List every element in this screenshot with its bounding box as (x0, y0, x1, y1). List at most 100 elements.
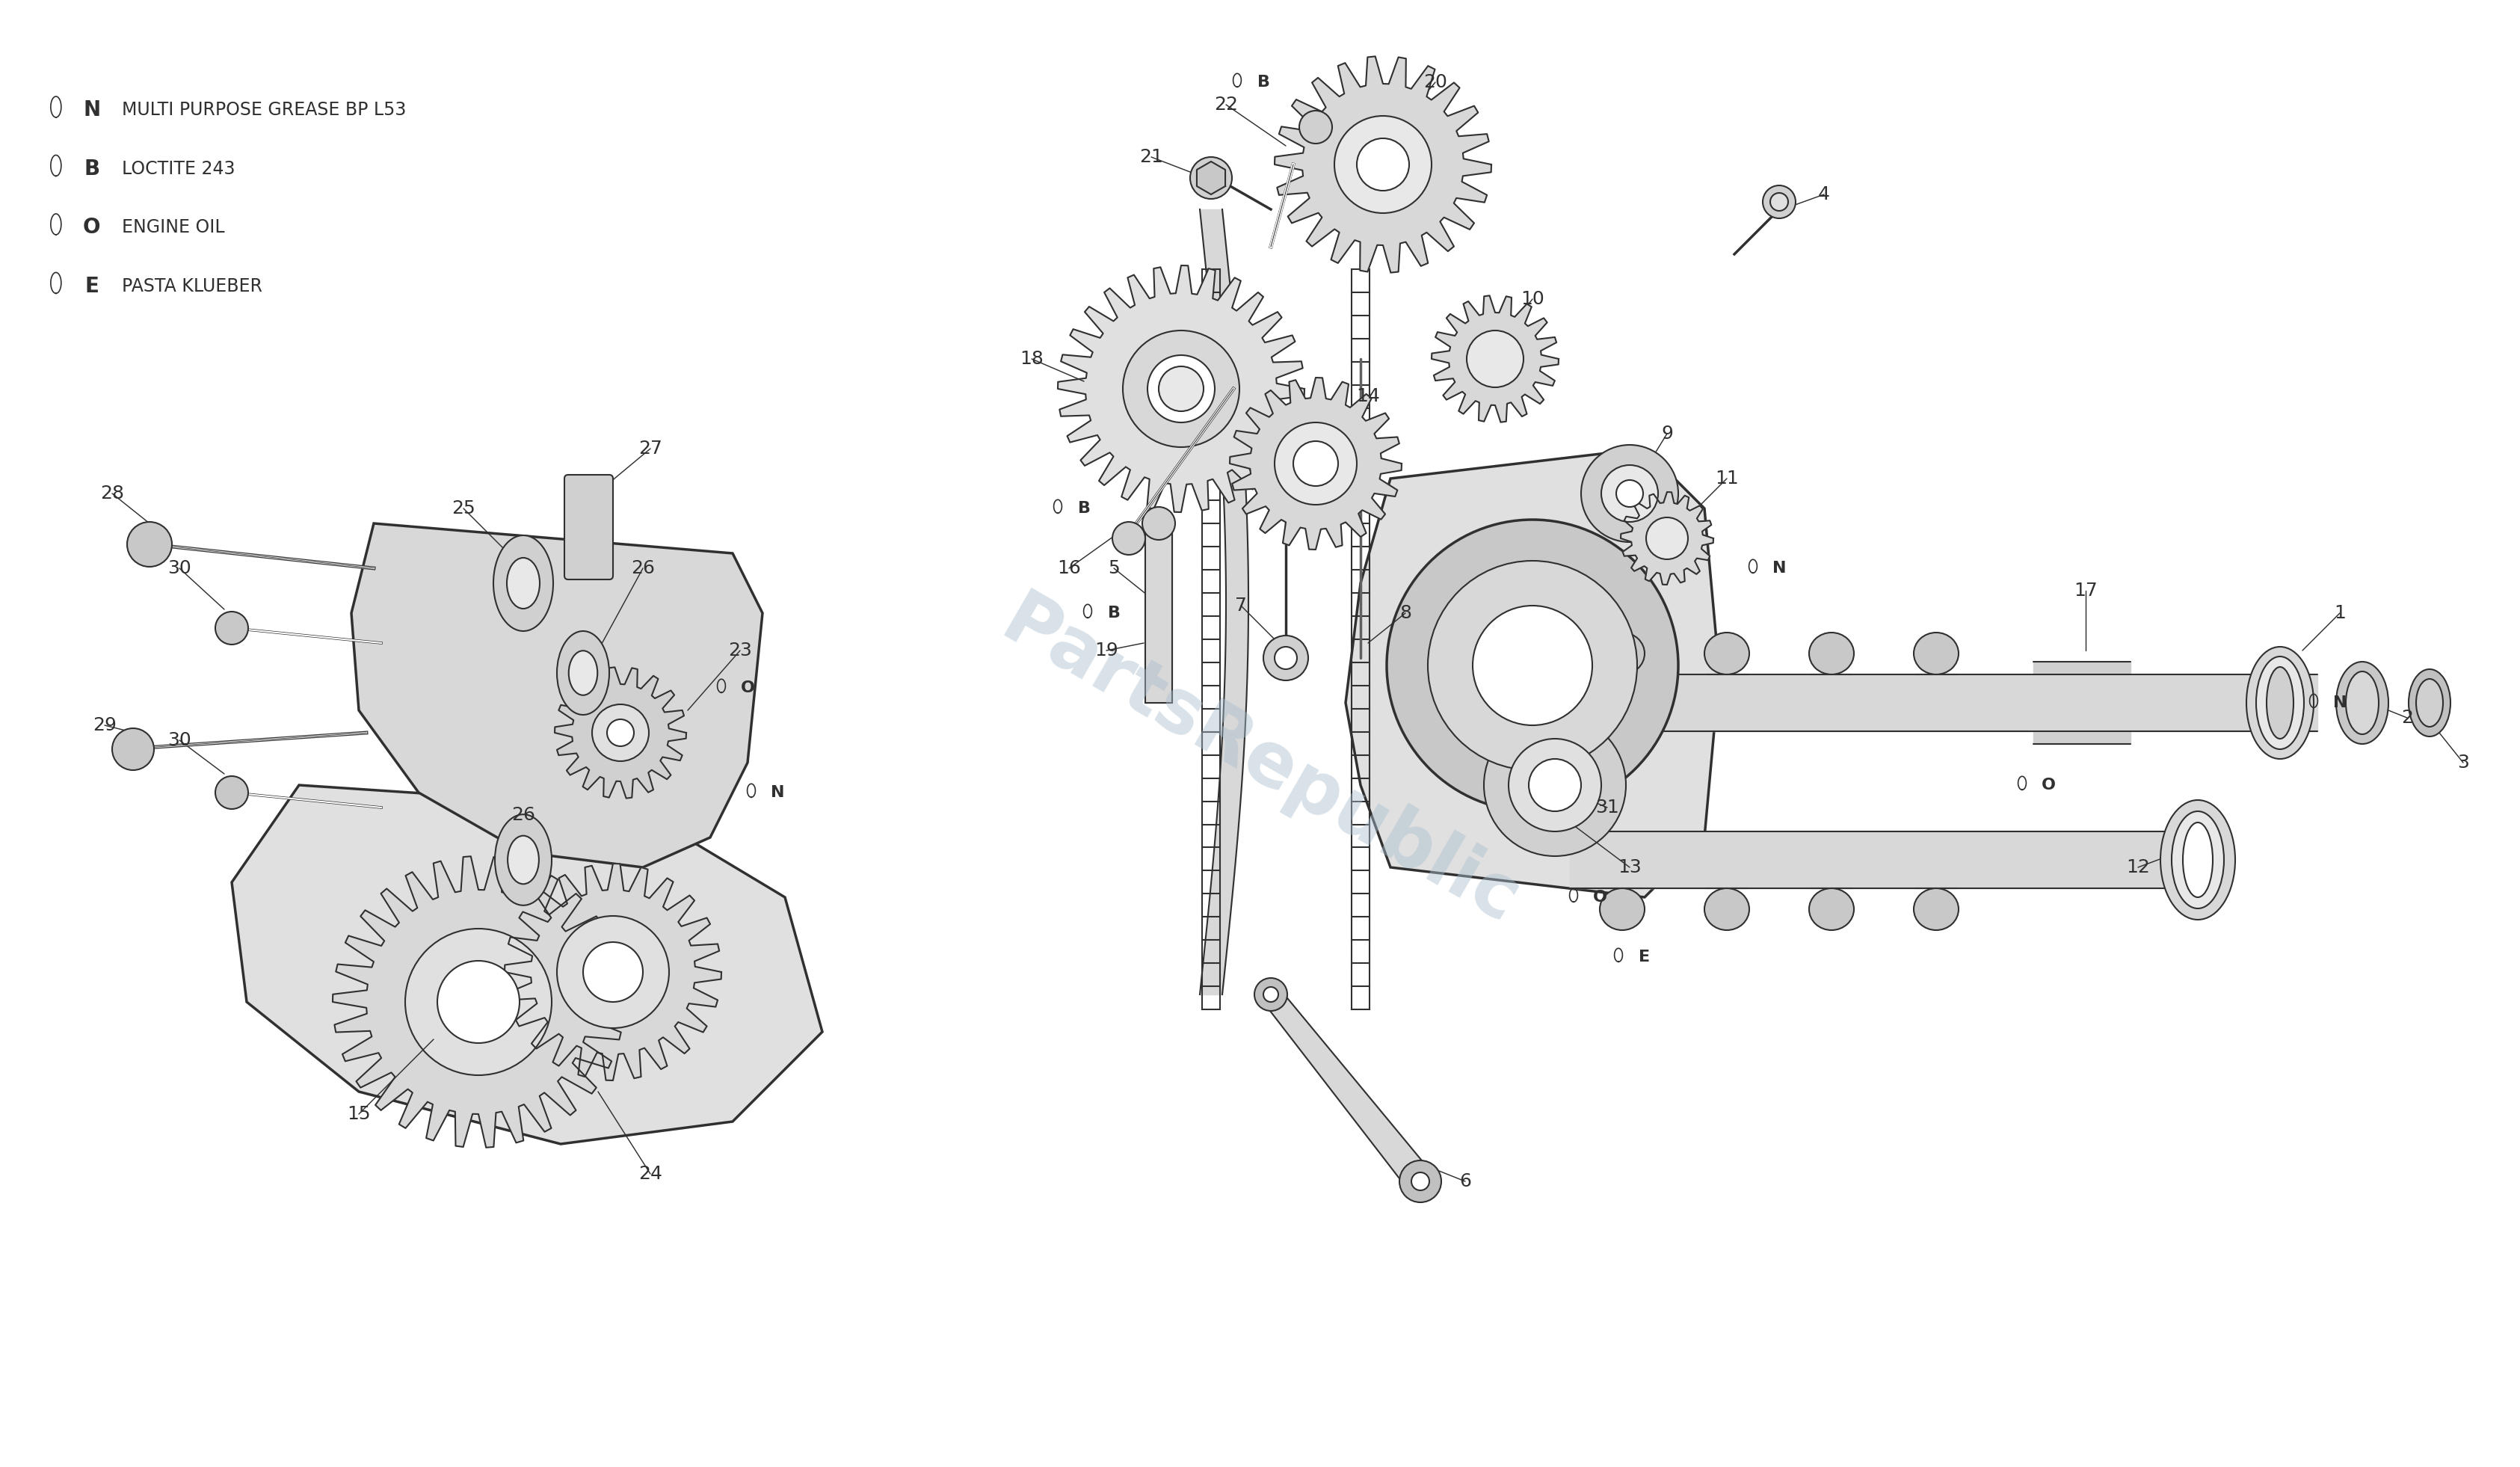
Polygon shape (350, 524, 764, 867)
Text: PartsRepublic: PartsRepublic (988, 585, 1532, 940)
Circle shape (1263, 987, 1278, 1002)
Ellipse shape (2172, 811, 2225, 908)
Circle shape (1275, 422, 1356, 505)
Text: O: O (83, 217, 101, 238)
Text: 12: 12 (2127, 858, 2150, 876)
Circle shape (1646, 518, 1688, 559)
Polygon shape (1257, 995, 1439, 1181)
Circle shape (1159, 367, 1205, 411)
Text: 16: 16 (1056, 559, 1081, 577)
Text: 26: 26 (512, 805, 534, 824)
Text: PASTA KLUEBER: PASTA KLUEBER (121, 277, 262, 295)
Text: 2: 2 (2402, 709, 2414, 726)
Ellipse shape (2182, 823, 2213, 898)
Circle shape (1530, 758, 1580, 811)
Text: 29: 29 (93, 716, 116, 735)
Text: 10: 10 (1520, 290, 1545, 308)
Circle shape (1300, 110, 1333, 144)
Text: 14: 14 (1356, 387, 1381, 405)
Text: N: N (1772, 560, 1787, 575)
Circle shape (438, 961, 519, 1043)
Bar (1144, 524, 1172, 703)
Ellipse shape (494, 814, 552, 905)
Ellipse shape (507, 836, 539, 885)
Circle shape (607, 719, 635, 747)
Circle shape (1429, 560, 1638, 770)
Ellipse shape (1600, 632, 1646, 675)
Text: 30: 30 (166, 731, 192, 750)
Circle shape (1769, 192, 1789, 211)
Ellipse shape (2346, 672, 2379, 735)
Text: 30: 30 (166, 559, 192, 577)
Circle shape (1336, 116, 1431, 213)
Ellipse shape (1600, 889, 1646, 930)
Text: 3: 3 (2457, 754, 2470, 772)
Text: 6: 6 (1459, 1172, 1472, 1190)
Circle shape (1142, 508, 1174, 540)
Ellipse shape (2417, 679, 2442, 726)
Text: 8: 8 (1399, 604, 1411, 622)
Circle shape (1615, 480, 1643, 508)
Text: B: B (1079, 500, 1091, 516)
Polygon shape (1431, 295, 1560, 422)
Text: 17: 17 (2074, 582, 2097, 600)
Polygon shape (1275, 56, 1492, 273)
Circle shape (1472, 606, 1593, 725)
Ellipse shape (494, 535, 554, 631)
Text: MULTI PURPOSE GREASE BP L53: MULTI PURPOSE GREASE BP L53 (121, 101, 406, 119)
Text: B: B (83, 158, 101, 179)
Circle shape (1356, 138, 1409, 191)
Circle shape (557, 915, 668, 1028)
Circle shape (1386, 519, 1678, 811)
Text: N: N (2334, 695, 2346, 710)
Circle shape (406, 929, 552, 1075)
Ellipse shape (1809, 632, 1855, 675)
Ellipse shape (570, 651, 597, 695)
Text: 13: 13 (1618, 858, 1641, 876)
Circle shape (1600, 465, 1658, 522)
Circle shape (1411, 1172, 1429, 1190)
Text: 22: 22 (1215, 95, 1237, 113)
Text: 15: 15 (348, 1105, 370, 1124)
Text: 23: 23 (728, 641, 751, 660)
Circle shape (126, 522, 171, 566)
Ellipse shape (1913, 889, 1958, 930)
Text: E: E (86, 276, 98, 296)
Text: 1: 1 (2334, 604, 2346, 622)
Ellipse shape (507, 557, 539, 609)
Text: O: O (1593, 890, 1608, 905)
Circle shape (582, 942, 643, 1002)
Circle shape (1275, 647, 1298, 669)
Circle shape (1147, 355, 1215, 422)
Text: 24: 24 (638, 1165, 663, 1182)
FancyBboxPatch shape (564, 475, 612, 579)
Polygon shape (1197, 161, 1225, 195)
Text: N: N (771, 785, 784, 800)
Text: 31: 31 (1595, 798, 1620, 817)
Polygon shape (1346, 449, 1719, 898)
Circle shape (1484, 714, 1625, 857)
Circle shape (1124, 330, 1240, 447)
Circle shape (592, 704, 648, 761)
Circle shape (1255, 978, 1288, 1011)
Text: 4: 4 (1817, 185, 1830, 204)
Text: 11: 11 (1716, 469, 1739, 487)
Text: 26: 26 (630, 559, 655, 577)
Text: 21: 21 (1139, 148, 1164, 166)
Ellipse shape (1704, 632, 1749, 675)
Ellipse shape (2160, 800, 2235, 920)
Ellipse shape (1809, 889, 1855, 930)
Text: 5: 5 (1109, 559, 1119, 577)
Circle shape (111, 728, 154, 770)
Text: 7: 7 (1235, 597, 1247, 615)
Ellipse shape (557, 631, 610, 714)
Polygon shape (1620, 491, 1714, 585)
Polygon shape (554, 667, 685, 798)
Text: ENGINE OIL: ENGINE OIL (121, 219, 224, 236)
Circle shape (1467, 330, 1525, 387)
Polygon shape (1230, 377, 1401, 550)
Ellipse shape (1704, 889, 1749, 930)
Circle shape (1399, 1160, 1441, 1203)
Polygon shape (232, 785, 822, 1144)
Polygon shape (333, 857, 625, 1147)
